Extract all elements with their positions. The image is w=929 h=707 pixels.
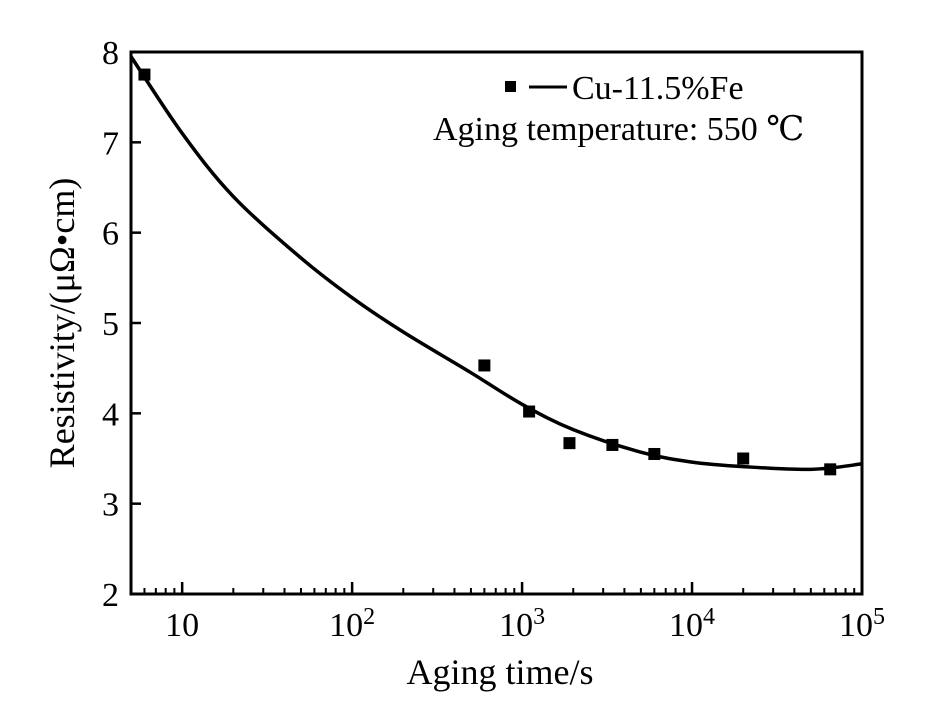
y-tick-label: 2	[102, 577, 119, 614]
y-tick-label: 8	[102, 35, 119, 72]
data-point	[606, 438, 619, 451]
y-tick-label: 4	[102, 396, 119, 433]
legend: Cu-11.5%Fe Aging temperature: 550 ℃	[433, 70, 804, 148]
data-point	[138, 68, 151, 81]
y-tick-label: 7	[102, 125, 119, 162]
x-tick-label: 102	[329, 604, 375, 644]
y-axis-title: Resistivity/(μΩ•cm)	[42, 178, 82, 469]
data-point	[648, 447, 661, 460]
x-tick-label: 105	[839, 604, 885, 644]
x-axis-title: Aging time/s	[407, 652, 594, 692]
x-tick-label: 10	[165, 607, 199, 644]
y-tick-label: 3	[102, 487, 119, 524]
data-point	[737, 452, 750, 465]
fit-curve	[131, 55, 862, 472]
legend-marker-square	[505, 81, 516, 92]
data-point	[563, 437, 576, 450]
x-tick-label: 103	[499, 604, 545, 644]
legend-series-label: Cu-11.5%Fe	[572, 70, 744, 107]
data-point	[824, 463, 837, 476]
x-tick-label: 104	[669, 604, 715, 644]
y-tick-label: 5	[102, 306, 119, 343]
data-point	[523, 405, 536, 418]
y-tick-label: 6	[102, 216, 119, 253]
data-point	[478, 359, 491, 372]
aging-temperature-annotation: Aging temperature: 550 ℃	[433, 111, 804, 148]
